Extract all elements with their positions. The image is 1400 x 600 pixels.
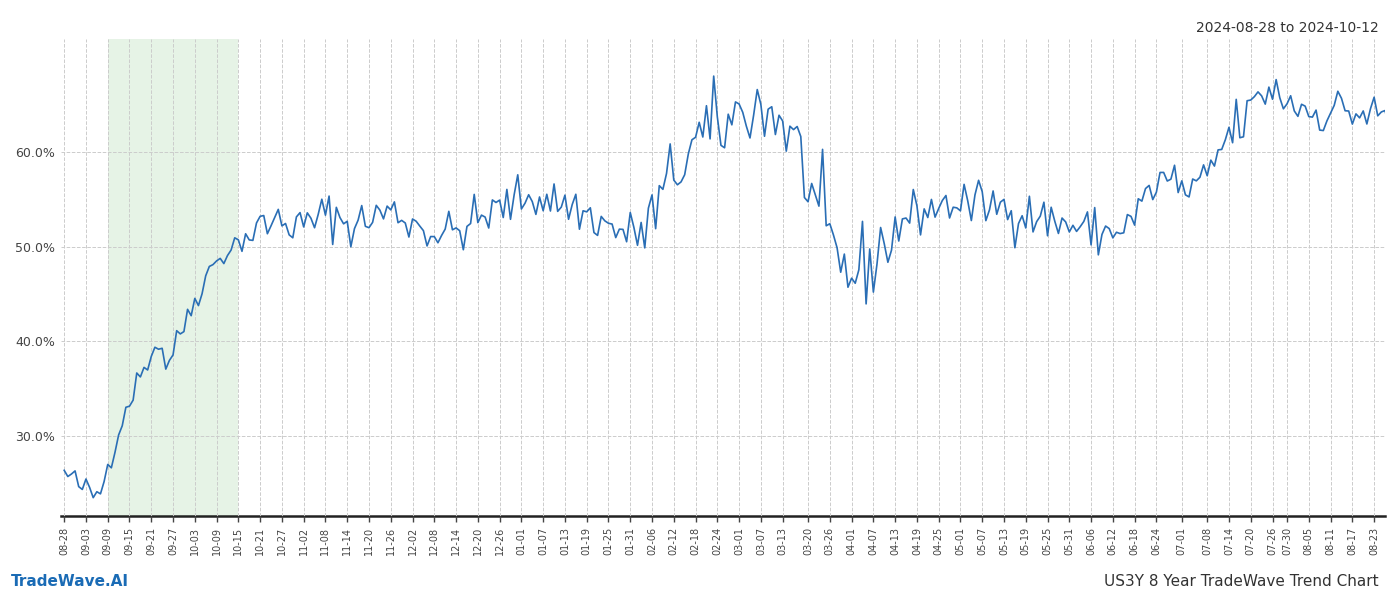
Text: TradeWave.AI: TradeWave.AI xyxy=(11,574,129,589)
Text: 2024-08-28 to 2024-10-12: 2024-08-28 to 2024-10-12 xyxy=(1196,21,1379,35)
Bar xyxy=(108,39,238,516)
Text: US3Y 8 Year TradeWave Trend Chart: US3Y 8 Year TradeWave Trend Chart xyxy=(1105,574,1379,589)
